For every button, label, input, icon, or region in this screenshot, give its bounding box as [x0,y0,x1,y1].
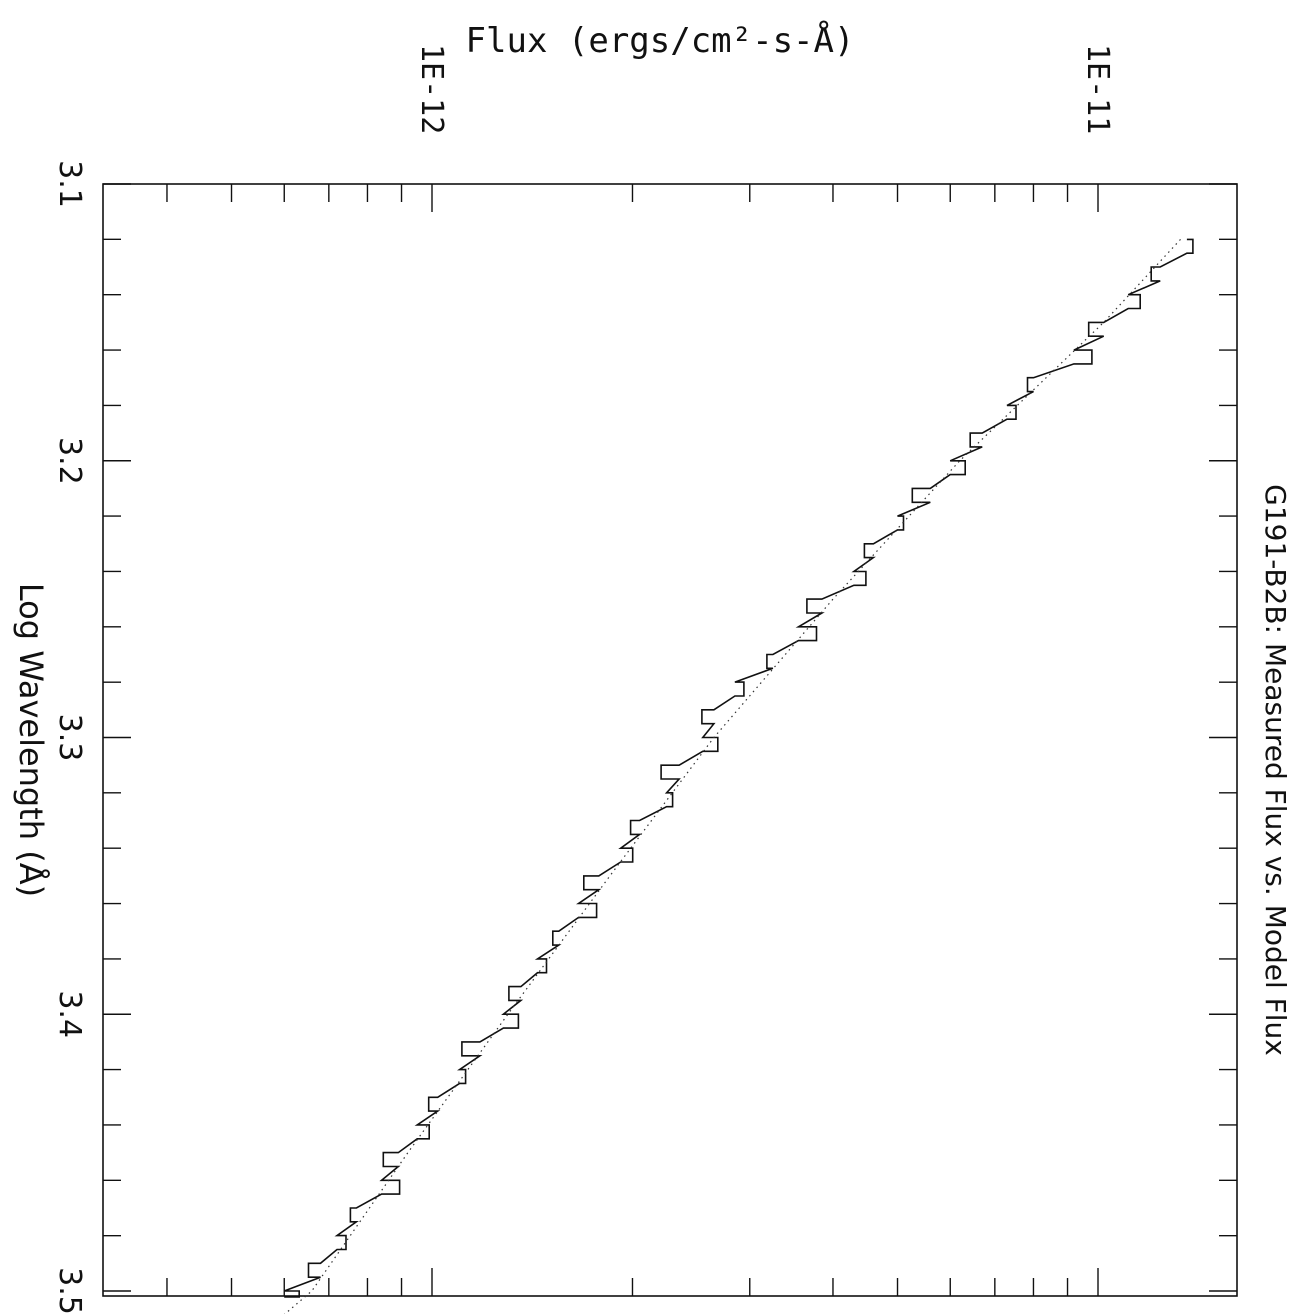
y-tick-label: 1E-11 [1080,44,1115,134]
y-axis-ticks [166,184,1099,1296]
series-measured-flux [283,238,1194,1298]
y-axis-title: Flux (ergs/cm²-s-Å) [466,20,855,61]
x-tick-labels: 3.1 3.2 3.3 3.4 3.5 [52,160,87,1314]
y-tick-label: 1E-12 [414,44,449,134]
x-tick-label: 3.1 [52,160,87,208]
plot-border [102,183,1238,1297]
x-axis-ticks [103,183,1237,1292]
chart-title: G191-B2B: Measured Flux vs. Model Flux [1259,484,1292,1056]
x-tick-label: 3.5 [52,1267,87,1314]
series-group [283,238,1194,1314]
y-tick-labels: 1E-12 1E-11 [414,44,1115,134]
plot-frame [102,183,1238,1297]
x-tick-label: 3.3 [52,714,87,762]
x-tick-label: 3.2 [52,437,87,485]
x-axis-title: Log Wavelength (Å) [12,583,50,897]
series-model-flux [283,238,1181,1314]
x-tick-label: 3.4 [52,990,87,1038]
